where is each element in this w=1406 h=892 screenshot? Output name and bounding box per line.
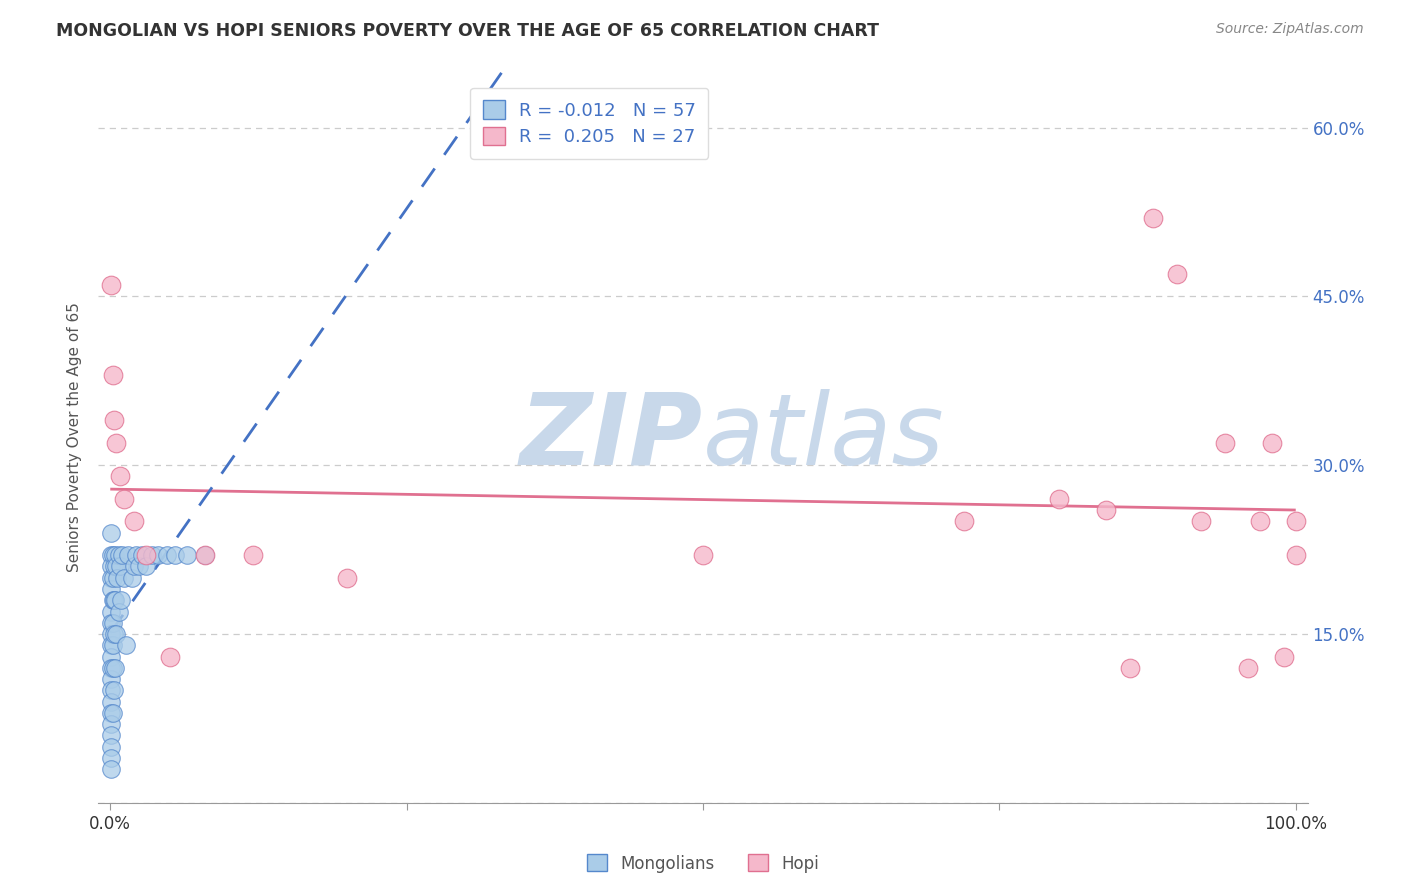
Point — [103, 683, 125, 698]
Point — [100, 751, 122, 765]
Point — [336, 571, 359, 585]
Point — [1189, 515, 1212, 529]
Point — [101, 571, 124, 585]
Point — [101, 368, 124, 383]
Legend: Mongolians, Hopi: Mongolians, Hopi — [581, 847, 825, 880]
Point — [100, 525, 122, 540]
Point — [100, 728, 122, 742]
Point — [101, 548, 124, 562]
Point — [1142, 211, 1164, 225]
Point — [100, 638, 122, 652]
Point — [121, 571, 143, 585]
Point — [117, 548, 139, 562]
Point — [100, 672, 122, 686]
Point — [114, 571, 136, 585]
Point — [101, 661, 124, 675]
Point — [104, 593, 127, 607]
Point — [194, 548, 217, 562]
Point — [107, 605, 129, 619]
Point — [100, 683, 122, 698]
Point — [114, 638, 136, 652]
Point — [1237, 661, 1260, 675]
Point — [135, 548, 157, 562]
Point — [114, 491, 136, 506]
Point — [105, 571, 128, 585]
Point — [1047, 491, 1070, 506]
Point — [108, 559, 131, 574]
Point — [100, 649, 122, 664]
Text: Source: ZipAtlas.com: Source: ZipAtlas.com — [1216, 22, 1364, 37]
Text: MONGOLIAN VS HOPI SENIORS POVERTY OVER THE AGE OF 65 CORRELATION CHART: MONGOLIAN VS HOPI SENIORS POVERTY OVER T… — [56, 22, 879, 40]
Point — [104, 548, 127, 562]
Point — [128, 559, 150, 574]
Point — [103, 413, 125, 427]
Point — [100, 706, 122, 720]
Point — [1213, 435, 1236, 450]
Point — [104, 661, 127, 675]
Point — [100, 694, 122, 708]
Point — [100, 627, 122, 641]
Point — [105, 627, 128, 641]
Point — [100, 762, 122, 776]
Point — [952, 515, 974, 529]
Point — [122, 515, 145, 529]
Point — [103, 593, 125, 607]
Point — [107, 548, 129, 562]
Point — [125, 548, 148, 562]
Point — [100, 582, 122, 596]
Point — [100, 278, 122, 293]
Point — [101, 615, 124, 630]
Point — [100, 615, 122, 630]
Point — [1166, 267, 1188, 281]
Point — [100, 661, 122, 675]
Point — [141, 548, 163, 562]
Point — [1285, 548, 1308, 562]
Point — [100, 548, 122, 562]
Point — [159, 649, 181, 664]
Point — [165, 548, 187, 562]
Legend: R = -0.012   N = 57, R =  0.205   N = 27: R = -0.012 N = 57, R = 0.205 N = 27 — [470, 87, 709, 159]
Point — [100, 739, 122, 754]
Point — [1119, 661, 1142, 675]
Point — [1249, 515, 1271, 529]
Point — [1095, 503, 1118, 517]
Point — [692, 548, 714, 562]
Point — [1285, 515, 1308, 529]
Point — [101, 593, 124, 607]
Point — [105, 435, 128, 450]
Point — [156, 548, 179, 562]
Point — [101, 638, 124, 652]
Point — [100, 717, 122, 731]
Text: ZIP: ZIP — [520, 389, 703, 485]
Point — [103, 627, 125, 641]
Point — [135, 559, 157, 574]
Point — [101, 706, 124, 720]
Point — [242, 548, 264, 562]
Point — [131, 548, 153, 562]
Point — [1261, 435, 1284, 450]
Point — [176, 548, 198, 562]
Y-axis label: Seniors Poverty Over the Age of 65: Seniors Poverty Over the Age of 65 — [67, 302, 83, 572]
Point — [108, 469, 131, 483]
Point — [146, 548, 169, 562]
Point — [105, 559, 128, 574]
Point — [103, 559, 125, 574]
Point — [122, 559, 145, 574]
Point — [111, 548, 134, 562]
Point — [1272, 649, 1295, 664]
Point — [100, 571, 122, 585]
Point — [110, 593, 132, 607]
Point — [194, 548, 217, 562]
Point — [100, 559, 122, 574]
Point — [100, 605, 122, 619]
Text: atlas: atlas — [703, 389, 945, 485]
